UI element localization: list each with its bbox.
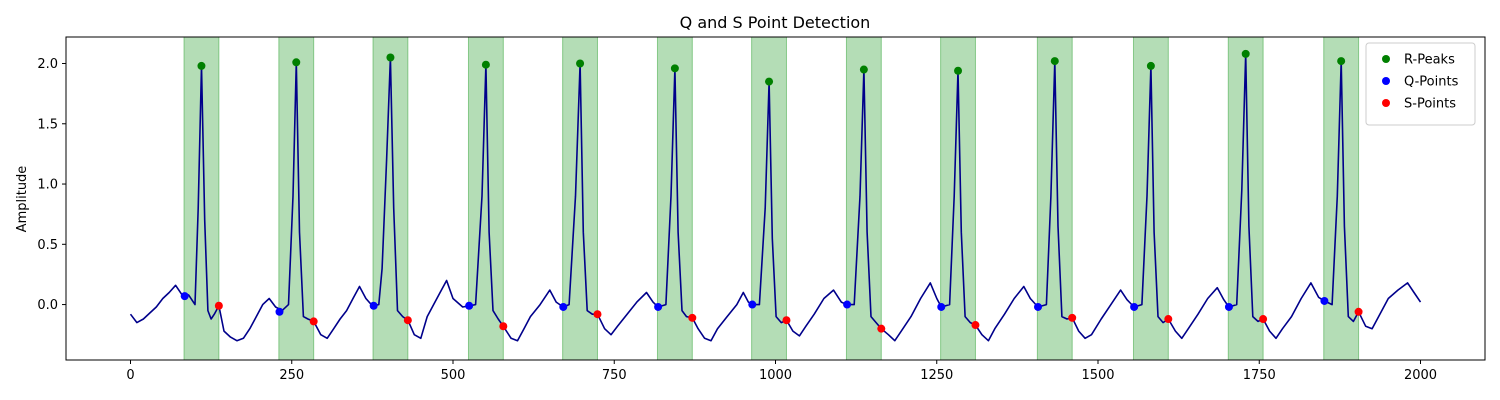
x-tick-label: 750 xyxy=(602,368,627,383)
y-axis: 0.0 0.5 1.0 1.5 2.0 xyxy=(37,57,66,313)
s-point-marker xyxy=(593,310,602,319)
r-peak-marker xyxy=(576,59,585,68)
s-point-marker xyxy=(403,316,412,325)
x-tick-label: 1750 xyxy=(1243,368,1276,383)
r-peak-marker xyxy=(386,53,395,62)
s-point-marker xyxy=(688,313,697,322)
y-tick-label: 1.5 xyxy=(37,117,58,132)
r-peak-marker xyxy=(765,77,774,86)
q-point-marker xyxy=(1320,296,1329,305)
r-peak-marker xyxy=(670,64,679,73)
y-tick-label: 0.0 xyxy=(37,298,58,313)
x-tick-label: 500 xyxy=(441,368,466,383)
y-tick-label: 0.5 xyxy=(37,238,58,253)
legend-marker xyxy=(1382,55,1390,63)
legend: R-Peaks Q-Points S-Points xyxy=(1365,42,1476,126)
s-point-marker xyxy=(1259,315,1268,324)
x-tick-label: 1500 xyxy=(1081,368,1114,383)
x-axis: 0 250 500 750 1000 1250 1500 1750 2000 xyxy=(126,360,1437,383)
y-axis-label: Amplitude xyxy=(15,166,30,233)
q-point-marker xyxy=(180,292,189,301)
y-tick-label: 2.0 xyxy=(37,57,58,72)
legend-marker xyxy=(1382,99,1390,107)
r-peak-marker xyxy=(859,65,868,74)
s-point-marker xyxy=(1164,315,1173,324)
q-point-marker xyxy=(1130,302,1139,311)
x-tick-label: 1250 xyxy=(920,368,953,383)
q-point-marker xyxy=(275,307,284,316)
legend-box xyxy=(1365,42,1476,126)
q-point-series xyxy=(180,292,1329,316)
x-tick-label: 1000 xyxy=(759,368,792,383)
x-tick-label: 250 xyxy=(279,368,304,383)
legend-label: R-Peaks xyxy=(1404,53,1455,68)
r-peak-marker xyxy=(1337,57,1346,66)
legend-label: S-Points xyxy=(1404,97,1456,112)
s-point-marker xyxy=(877,324,886,333)
q-point-marker xyxy=(369,301,378,310)
r-peak-series xyxy=(197,49,1346,86)
q-point-marker xyxy=(843,300,852,309)
legend-marker xyxy=(1382,77,1390,85)
x-tick-label: 0 xyxy=(126,368,134,383)
q-point-marker xyxy=(654,302,663,311)
r-peak-marker xyxy=(1241,49,1250,58)
s-point-marker xyxy=(971,321,980,330)
chart-title: Q and S Point Detection xyxy=(680,13,871,32)
s-point-marker xyxy=(214,301,223,310)
s-point-series xyxy=(214,301,1363,333)
y-tick-label: 1.0 xyxy=(37,178,58,193)
q-point-marker xyxy=(465,301,474,310)
s-point-marker xyxy=(782,316,791,325)
q-point-marker xyxy=(1034,302,1043,311)
s-point-marker xyxy=(499,322,508,331)
q-point-marker xyxy=(937,302,946,311)
legend-label: Q-Points xyxy=(1404,75,1459,90)
s-point-marker xyxy=(1068,313,1077,322)
r-peak-marker xyxy=(1050,57,1059,66)
r-peak-marker xyxy=(481,60,490,69)
r-peak-marker xyxy=(197,61,206,70)
r-peak-marker xyxy=(954,66,963,75)
s-point-marker xyxy=(1354,307,1363,316)
q-point-marker xyxy=(748,300,757,309)
r-peak-marker xyxy=(292,58,301,67)
q-point-marker xyxy=(1224,302,1233,311)
r-peak-marker xyxy=(1146,61,1155,70)
x-tick-label: 2000 xyxy=(1404,368,1437,383)
q-point-marker xyxy=(559,302,568,311)
plot-area: 0 250 500 750 1000 1250 1500 1750 2000 0.0 0.5 1.0 1… xyxy=(37,36,1486,383)
s-point-marker xyxy=(309,317,318,326)
